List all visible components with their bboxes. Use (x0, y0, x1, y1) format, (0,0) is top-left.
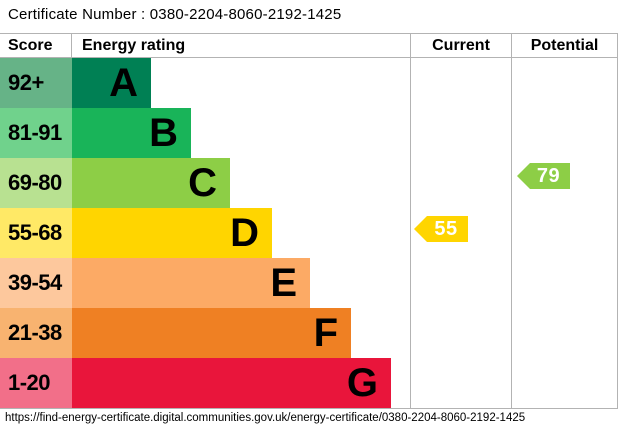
certificate-number: Certificate Number : 0380-2204-8060-2192… (8, 6, 342, 23)
grade-letter: C (188, 161, 217, 205)
band-row-a: 92+ A (0, 58, 620, 108)
score-cell-e: 39-54 (0, 258, 72, 308)
rating-bar-f: F (72, 308, 351, 358)
energy-rating-column-header: Energy rating (82, 37, 186, 54)
table-top-border (0, 33, 618, 34)
rating-bar-c: C (72, 158, 230, 208)
score-range-label: 55-68 (8, 220, 62, 245)
table-right-border (617, 33, 618, 408)
score-cell-b: 81-91 (0, 108, 72, 158)
rating-bands: 92+ A 81-91 B 69-80 C 55-68 D 39-54 E 21-38 F 1-20 G (0, 58, 620, 408)
grade-letter: A (109, 61, 138, 105)
score-range-label: 21-38 (8, 320, 62, 345)
score-cell-c: 69-80 (0, 158, 72, 208)
column-divider-current (410, 33, 411, 408)
score-cell-d: 55-68 (0, 208, 72, 258)
grade-letter: E (270, 261, 297, 305)
score-range-label: 92+ (8, 70, 44, 95)
band-row-c: 69-80 C (0, 158, 620, 208)
column-divider-potential (511, 33, 512, 408)
band-row-d: 55-68 D (0, 208, 620, 258)
score-range-label: 39-54 (8, 270, 62, 295)
score-cell-f: 21-38 (0, 308, 72, 358)
certificate-url: https://find-energy-certificate.digital.… (5, 412, 526, 424)
rating-bar-e: E (72, 258, 310, 308)
band-row-b: 81-91 B (0, 108, 620, 158)
rating-bar-a: A (72, 58, 151, 108)
score-range-label: 69-80 (8, 170, 62, 195)
band-row-e: 39-54 E (0, 258, 620, 308)
score-cell-a: 92+ (0, 58, 72, 108)
grade-letter: D (230, 211, 259, 255)
rating-bar-b: B (72, 108, 191, 158)
potential-rating-arrow: 79 (517, 163, 570, 189)
rating-bar-d: D (72, 208, 272, 258)
score-range-label: 81-91 (8, 120, 62, 145)
table-bottom-border (0, 408, 618, 409)
band-row-f: 21-38 F (0, 308, 620, 358)
grade-letter: G (346, 361, 378, 405)
score-column-header: Score (8, 37, 53, 54)
current-rating-arrow: 55 (414, 216, 468, 242)
score-cell-g: 1-20 (0, 358, 72, 408)
header-bottom-border (0, 57, 618, 58)
band-row-g: 1-20 G (0, 358, 620, 408)
grade-letter: B (149, 111, 178, 155)
score-range-label: 1-20 (8, 370, 51, 395)
grade-letter: F (313, 311, 338, 355)
potential-column-header: Potential (530, 37, 599, 54)
current-column-header: Current (432, 37, 490, 54)
rating-bar-g: G (72, 358, 391, 408)
